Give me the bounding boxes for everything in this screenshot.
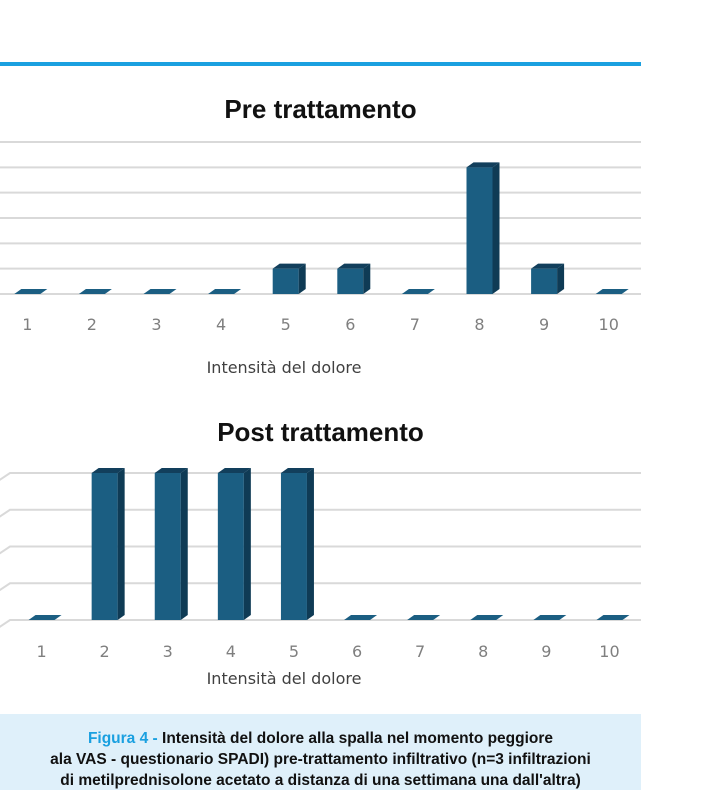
gridline-0 — [0, 619, 641, 628]
gridline-0 — [0, 293, 641, 295]
gridline-3 — [0, 217, 641, 219]
bar-4 — [217, 468, 251, 620]
bar-10 — [596, 615, 630, 620]
gridline-4 — [0, 472, 641, 481]
tick-label-3: 3 — [151, 315, 161, 334]
bar-4 — [208, 289, 242, 294]
tick-label-6: 6 — [345, 315, 355, 334]
tick-label-4: 4 — [226, 642, 236, 661]
bar-1 — [14, 289, 48, 294]
bar-5 — [272, 263, 306, 294]
bar-9 — [533, 615, 567, 620]
x-axis-label: Intensità del dolore — [207, 358, 362, 377]
chart-pre-trattamento: 1 2 3 4 5 6 7 8 9 10 Intensità del dolore — [0, 141, 641, 377]
gridline-3 — [0, 508, 641, 518]
caption-line-1: Intensità del dolore alla spalla nel mom… — [162, 730, 554, 747]
chart-title-post: Post trattamento — [217, 417, 424, 447]
bar-7 — [401, 289, 435, 294]
tick-label-3: 3 — [163, 642, 173, 661]
bar-7 — [407, 615, 441, 620]
x-axis-label: Intensità del dolore — [207, 669, 362, 688]
tick-label-8: 8 — [474, 315, 484, 334]
gridline-2 — [0, 545, 641, 555]
bar-9 — [531, 263, 565, 294]
tick-label-1: 1 — [36, 642, 46, 661]
gridline-1 — [0, 582, 641, 592]
tick-label-10: 10 — [599, 642, 619, 661]
gridline-4 — [0, 191, 641, 194]
top-accent-rule — [0, 62, 641, 66]
bar-5 — [280, 468, 314, 620]
caption-lead: Figura 4 - — [87, 730, 163, 747]
bar-2 — [91, 468, 125, 620]
tick-label-8: 8 — [478, 642, 488, 661]
caption-line-2: ala VAS - questionario SPADI) pre-tratta… — [50, 751, 591, 768]
bar-10 — [595, 289, 629, 294]
tick-label-9: 9 — [539, 315, 549, 334]
bar-3 — [143, 289, 177, 294]
tick-label-6: 6 — [352, 642, 362, 661]
chart-title-pre: Pre trattamento — [224, 94, 417, 124]
gridline-6 — [0, 141, 641, 143]
bar-6 — [337, 263, 371, 294]
figure-caption: Figura 4 - Intensità del dolore alla spa… — [0, 714, 641, 790]
bar-8 — [470, 615, 504, 620]
chart-post-trattamento: 1 2 3 4 5 6 7 8 9 10 Intensità del dolore — [0, 468, 641, 688]
tick-label-2: 2 — [100, 642, 110, 661]
tick-label-1: 1 — [22, 315, 32, 334]
tick-label-5: 5 — [281, 315, 291, 334]
tick-label-5: 5 — [289, 642, 299, 661]
gridline-5 — [0, 166, 641, 169]
caption-line-3: di metilprednisolone acetato a distanza … — [60, 772, 581, 789]
bar-8 — [466, 162, 500, 294]
gridline-1 — [0, 267, 641, 270]
gridline-2 — [0, 242, 641, 245]
tick-label-9: 9 — [541, 642, 551, 661]
tick-label-4: 4 — [216, 315, 226, 334]
tick-label-7: 7 — [415, 642, 425, 661]
bar-3 — [154, 468, 188, 620]
tick-label-7: 7 — [410, 315, 420, 334]
bar-1 — [28, 615, 62, 620]
bar-6 — [344, 615, 378, 620]
tick-label-10: 10 — [599, 315, 619, 334]
tick-label-2: 2 — [87, 315, 97, 334]
bar-2 — [78, 289, 112, 294]
